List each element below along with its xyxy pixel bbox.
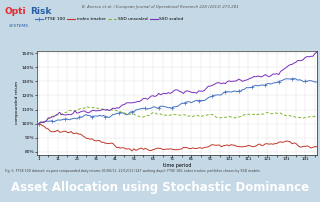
SSD scaled	[189, 91, 193, 93]
SSD scaled	[315, 51, 319, 53]
SSD scaled	[256, 75, 260, 77]
index tracker	[258, 143, 261, 145]
SSD unscaled	[258, 113, 261, 116]
FTSE 100	[111, 113, 115, 116]
SSD unscaled	[315, 115, 319, 117]
index tracker	[126, 147, 130, 150]
SSD scaled	[126, 102, 130, 104]
index tracker	[254, 145, 258, 147]
Legend: FTSE 100, index tracker, SSD unscaled, SSD scaled: FTSE 100, index tracker, SSD unscaled, S…	[33, 15, 185, 23]
SSD unscaled	[113, 109, 117, 111]
FTSE 100	[126, 113, 130, 115]
Text: Fig. 5. FTSE 100 dataset: ex-post compounded daily returns 01/06/11- 22/12/11 (1: Fig. 5. FTSE 100 dataset: ex-post compou…	[5, 169, 261, 173]
Line: index tracker: index tracker	[39, 124, 317, 151]
index tracker	[315, 145, 319, 148]
SSD unscaled	[254, 114, 258, 116]
index tracker	[231, 144, 235, 146]
index tracker	[191, 147, 195, 149]
FTSE 100	[229, 91, 233, 93]
SSD scaled	[37, 122, 41, 125]
index tracker	[111, 142, 115, 145]
Y-axis label: compounded return: compounded return	[15, 81, 20, 124]
Text: SYSTEMS: SYSTEMS	[9, 24, 29, 28]
SSD unscaled	[37, 122, 41, 125]
SSD unscaled	[191, 115, 195, 118]
FTSE 100	[292, 77, 296, 80]
Line: FTSE 100: FTSE 100	[37, 77, 318, 125]
FTSE 100	[315, 81, 319, 83]
SSD scaled	[111, 107, 115, 109]
FTSE 100	[252, 85, 256, 87]
index tracker	[37, 122, 41, 125]
SSD unscaled	[128, 113, 132, 116]
SSD scaled	[252, 75, 256, 78]
Line: SSD scaled: SSD scaled	[39, 52, 317, 124]
SSD unscaled	[84, 105, 88, 108]
X-axis label: time period: time period	[163, 163, 191, 168]
Text: Risk: Risk	[30, 7, 51, 16]
FTSE 100	[37, 122, 41, 125]
index tracker	[130, 150, 134, 152]
SSD unscaled	[231, 116, 235, 118]
Text: Opti: Opti	[5, 7, 27, 16]
Line: SSD unscaled: SSD unscaled	[39, 106, 317, 124]
Text: Asset Allocation using Stochastic Dominance: Asset Allocation using Stochastic Domina…	[11, 181, 309, 194]
FTSE 100	[256, 85, 260, 87]
FTSE 100	[189, 101, 193, 104]
SSD scaled	[229, 80, 233, 83]
Text: B. Anesco et al. / European Journal of Operational Research 228 (2013) 273-281: B. Anesco et al. / European Journal of O…	[82, 5, 238, 9]
